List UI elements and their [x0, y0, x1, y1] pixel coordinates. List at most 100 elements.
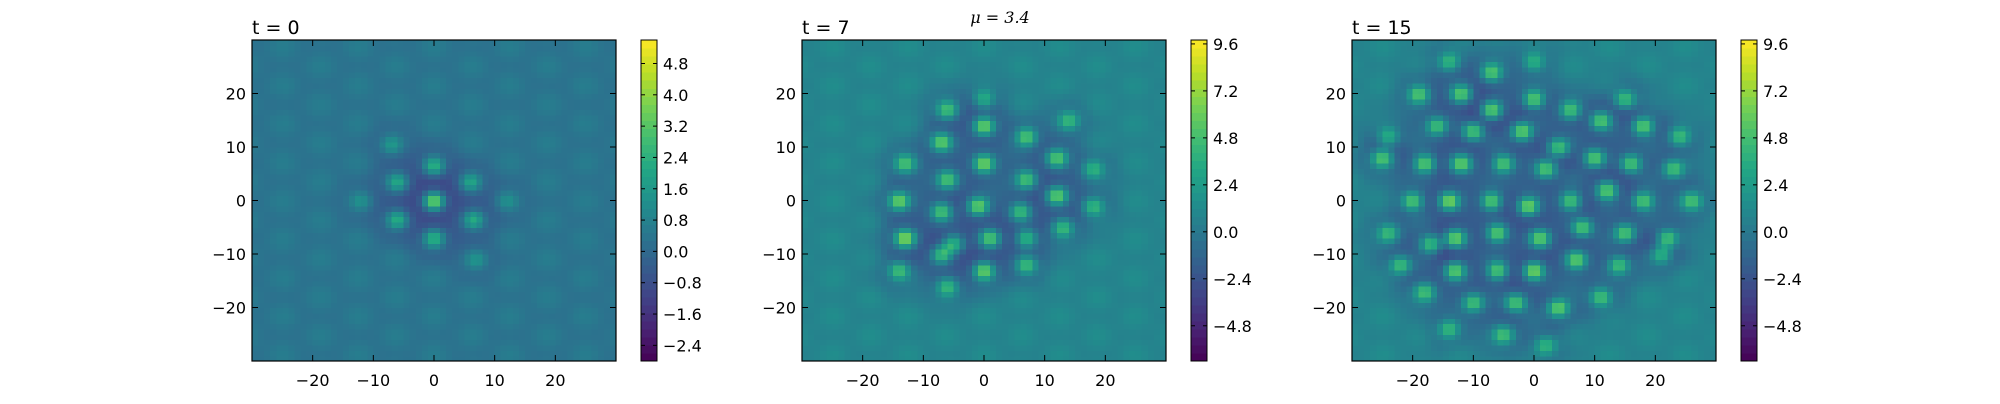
heatmap-cell — [513, 190, 520, 196]
heatmap-cell — [592, 238, 599, 244]
heatmap-cell — [844, 254, 851, 260]
heatmap-cell — [422, 281, 429, 287]
heatmap-cell — [923, 45, 930, 51]
heatmap-cell — [288, 201, 295, 207]
heatmap-cell — [398, 350, 405, 356]
heatmap-cell — [464, 201, 471, 207]
heatmap-cell — [905, 88, 912, 94]
heatmap-cell — [331, 297, 338, 303]
heatmap-cell — [422, 227, 429, 233]
heatmap-cell — [814, 324, 821, 330]
heatmap-cell — [404, 184, 411, 190]
heatmap-cell — [398, 324, 405, 330]
heatmap-cell — [398, 104, 405, 110]
heatmap-cell — [507, 152, 514, 158]
heatmap-cell — [410, 217, 417, 223]
heatmap-cell — [416, 281, 423, 287]
heatmap-cell — [519, 174, 526, 180]
heatmap-cell — [802, 131, 809, 137]
heatmap-cell — [580, 291, 587, 297]
heatmap-cell — [586, 313, 593, 319]
heatmap-cell — [838, 158, 845, 164]
heatmap-cell — [507, 61, 514, 67]
heatmap-cell — [258, 259, 265, 265]
heatmap-cell — [452, 340, 459, 346]
heatmap-cell — [288, 217, 295, 223]
heatmap-cell — [586, 40, 593, 46]
heatmap-cell — [410, 291, 417, 297]
heatmap-cell — [863, 67, 870, 73]
heatmap-cell — [337, 318, 344, 324]
heatmap-cell — [875, 158, 882, 164]
heatmap-cell — [458, 201, 465, 207]
heatmap-cell — [604, 72, 611, 78]
heatmap-cell — [385, 270, 392, 276]
heatmap-cell — [543, 350, 550, 356]
heatmap-cell — [307, 61, 314, 67]
heatmap-cell — [923, 104, 930, 110]
heatmap-cell — [598, 270, 605, 276]
heatmap-cell — [392, 126, 399, 132]
heatmap-cell — [325, 190, 332, 196]
heatmap-cell — [531, 120, 538, 126]
heatmap-cell — [313, 297, 320, 303]
heatmap-cell — [531, 110, 538, 116]
heatmap-cell — [838, 275, 845, 281]
heatmap-cell — [416, 40, 423, 46]
heatmap-cell — [294, 334, 301, 340]
heatmap-cell — [428, 168, 435, 174]
heatmap-cell — [270, 227, 277, 233]
heatmap-cell — [404, 281, 411, 287]
heatmap-cell — [343, 222, 350, 228]
heatmap-cell — [452, 249, 459, 255]
heatmap-cell — [537, 329, 544, 335]
heatmap-cell — [264, 174, 271, 180]
heatmap-cell — [270, 254, 277, 260]
heatmap-cell — [355, 136, 362, 142]
heatmap-cell — [899, 61, 906, 67]
heatmap-cell — [276, 56, 283, 62]
heatmap-cell — [325, 152, 332, 158]
heatmap-cell — [869, 211, 876, 217]
heatmap-cell — [802, 163, 809, 169]
heatmap-cell — [294, 233, 301, 239]
heatmap-cell — [869, 318, 876, 324]
heatmap-cell — [398, 51, 405, 57]
heatmap-cell — [331, 110, 338, 116]
heatmap-cell — [507, 120, 514, 126]
heatmap-cell — [476, 217, 483, 223]
heatmap-cell — [483, 61, 490, 67]
heatmap-cell — [555, 104, 562, 110]
heatmap-cell — [288, 329, 295, 335]
heatmap-cell — [513, 206, 520, 212]
heatmap-cell — [410, 243, 417, 249]
heatmap-cell — [361, 340, 368, 346]
heatmap-cell — [501, 99, 508, 105]
heatmap-cell — [592, 40, 599, 46]
heatmap-cell — [282, 142, 289, 148]
heatmap-cell — [531, 318, 538, 324]
heatmap-cell — [580, 77, 587, 83]
heatmap-cell — [331, 211, 338, 217]
heatmap-cell — [543, 104, 550, 110]
heatmap-cell — [561, 120, 568, 126]
heatmap-cell — [434, 249, 441, 255]
heatmap-cell — [270, 249, 277, 255]
heatmap-cell — [604, 297, 611, 303]
heatmap-cell — [325, 211, 332, 217]
heatmap-cell — [531, 227, 538, 233]
heatmap-cell — [887, 259, 894, 265]
heatmap-cell — [264, 142, 271, 148]
heatmap-cell — [844, 174, 851, 180]
heatmap-cell — [808, 88, 815, 94]
heatmap-cell — [537, 174, 544, 180]
heatmap-cell — [592, 275, 599, 281]
heatmap-cell — [282, 233, 289, 239]
heatmap-cell — [574, 99, 581, 105]
heatmap-cell — [567, 243, 574, 249]
heatmap-cell — [349, 206, 356, 212]
heatmap-cell — [410, 72, 417, 78]
heatmap-cell — [483, 233, 490, 239]
heatmap-cell — [373, 174, 380, 180]
heatmap-cell — [814, 147, 821, 153]
